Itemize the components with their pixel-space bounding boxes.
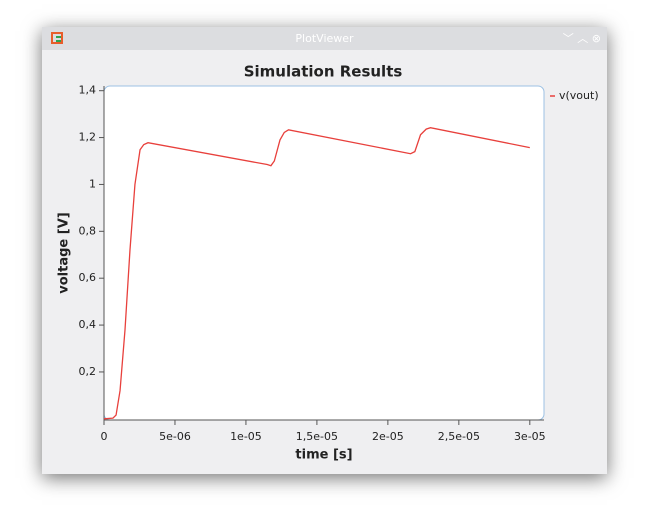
y-tick-label: 0,8	[79, 224, 97, 237]
x-axis-label: time [s]	[295, 448, 352, 463]
app-icon	[51, 32, 63, 44]
x-tick-label: 0	[101, 430, 108, 443]
x-tick-label: 1,5e-05	[296, 430, 338, 443]
x-tick-label: 5e-06	[159, 430, 191, 443]
x-tick-label: 1e-05	[230, 430, 262, 443]
y-axis-label: voltage [V]	[57, 212, 72, 293]
x-tick-label: 2,5e-05	[438, 430, 480, 443]
window-title: PlotViewer	[295, 32, 354, 45]
y-tick-label: 1	[89, 177, 96, 190]
title-bar: PlotViewer ﹀ ︿ ⊗	[42, 27, 607, 50]
y-tick-label: 1,4	[79, 84, 97, 97]
plot-area	[103, 85, 545, 421]
series-line	[103, 127, 530, 420]
x-tick-label: 3e-05	[514, 430, 546, 443]
window-controls[interactable]: ﹀ ︿ ⊗	[562, 32, 601, 45]
y-tick-label: 0,2	[79, 365, 97, 378]
legend-label: v(vout)	[559, 89, 599, 102]
y-tick-label: 0,4	[79, 318, 97, 331]
y-tick-label: 1,2	[79, 131, 97, 144]
y-tick-label: 0,6	[79, 271, 97, 284]
x-tick-label: 2e-05	[372, 430, 404, 443]
chart-title: Simulation Results	[244, 63, 403, 81]
